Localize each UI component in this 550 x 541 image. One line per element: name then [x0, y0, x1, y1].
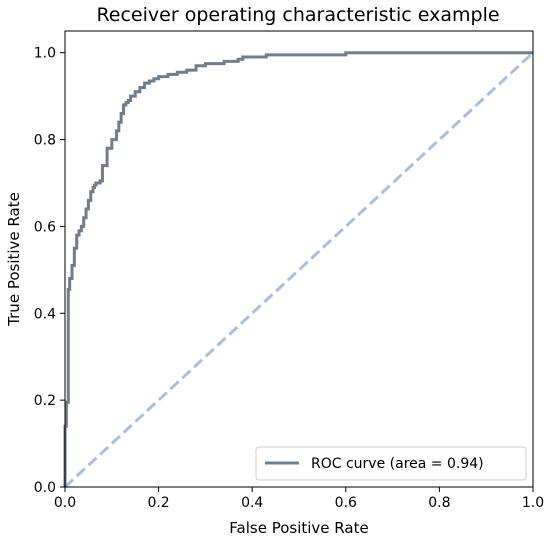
- y-tick-label: 0.4: [34, 306, 56, 322]
- x-axis-label: False Positive Rate: [229, 519, 368, 537]
- x-axis-ticks: 0.0 0.2 0.4 0.6 0.8 1.0: [54, 487, 544, 511]
- chance-diagonal-line: [63, 51, 535, 489]
- x-tick-label: 0.6: [335, 495, 357, 511]
- roc-curve-line: [63, 51, 533, 487]
- x-tick-label: 0.4: [241, 495, 263, 511]
- y-tick-label: 1.0: [34, 46, 56, 62]
- y-tick-label: 0.6: [34, 219, 56, 235]
- y-tick-label: 0.2: [34, 393, 56, 409]
- legend-label-roc: ROC curve (area = 0.94): [311, 456, 484, 472]
- y-axis-ticks: 0.0 0.2 0.4 0.6 0.8 1.0: [34, 46, 65, 496]
- y-tick-label: 0.0: [34, 480, 56, 496]
- plot-area: [63, 51, 535, 489]
- chart-title: Receiver operating characteristic exampl…: [96, 4, 499, 26]
- x-tick-label: 0.8: [428, 495, 450, 511]
- y-axis-label: True Positive Rate: [5, 192, 23, 327]
- y-tick-label: 0.8: [34, 133, 56, 149]
- legend: ROC curve (area = 0.94): [255, 446, 527, 481]
- x-tick-label: 1.0: [522, 495, 544, 511]
- x-tick-label: 0.2: [147, 495, 169, 511]
- x-tick-label: 0.0: [54, 495, 76, 511]
- legend-box: [255, 446, 527, 481]
- axes-frame: [64, 30, 534, 488]
